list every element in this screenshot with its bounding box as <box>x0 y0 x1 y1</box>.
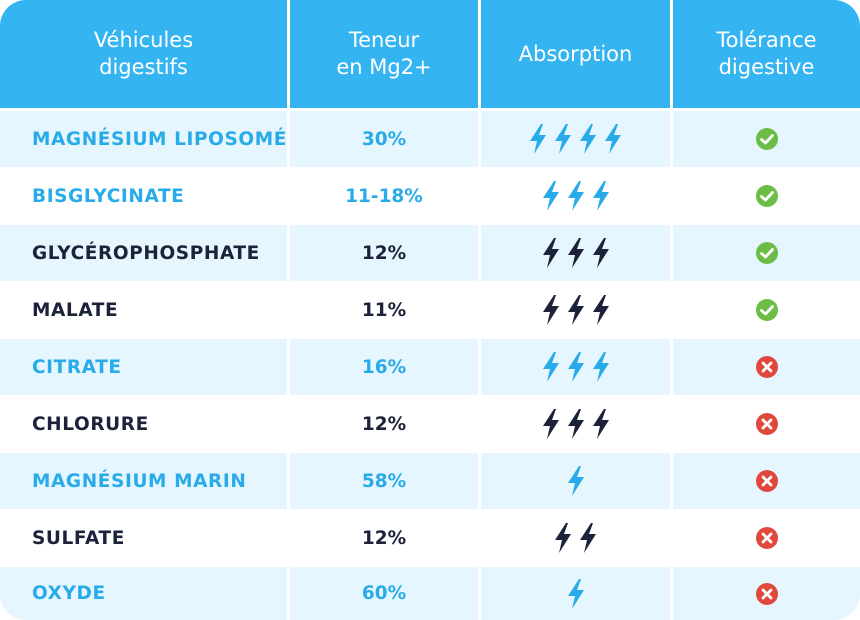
table-row: GLYCÉROPHOSPHATE 12% <box>0 225 860 281</box>
row-name: BISGLYCINATE <box>32 185 185 207</box>
row-name: MALATE <box>32 299 119 321</box>
tolerance-cell <box>670 339 860 395</box>
lightning-bolt-icon <box>592 238 609 268</box>
absorption-rating <box>478 339 670 395</box>
table-row: CHLORURE 12% <box>0 396 860 452</box>
cross-icon <box>755 582 778 605</box>
header-vehicle: Véhicules digestifs <box>93 28 194 79</box>
lightning-bolt-icon <box>530 124 546 154</box>
absorption-rating <box>478 453 670 509</box>
tolerance-cell <box>670 396 860 452</box>
absorption-rating <box>478 396 670 452</box>
check-icon <box>755 128 778 150</box>
table-row: MAGNÉSIUM LIPOSOMÉ 30% <box>0 111 860 167</box>
tolerance-cell <box>670 111 860 167</box>
lightning-bolt-icon <box>580 124 596 154</box>
lightning-bolt-icon <box>555 523 571 553</box>
cross-icon <box>755 527 778 549</box>
table-row: OXYDE 60% <box>0 567 860 620</box>
lightning-bolt-icon <box>542 295 559 325</box>
row-content: 16% <box>287 339 478 395</box>
header-absorption: Absorption <box>478 0 670 108</box>
row-content: 11% <box>287 282 478 338</box>
tolerance-cell <box>670 282 860 338</box>
table-row: MALATE 11% <box>0 282 860 338</box>
row-content: 12% <box>287 396 478 452</box>
row-name: OXYDE <box>32 583 106 604</box>
lightning-bolt-icon <box>580 523 596 553</box>
row-content: 12% <box>287 225 478 281</box>
row-name: MAGNÉSIUM MARIN <box>32 470 247 492</box>
absorption-rating <box>478 282 670 338</box>
tolerance-cell <box>670 510 860 566</box>
absorption-rating <box>478 111 670 167</box>
tolerance-cell <box>670 225 860 281</box>
cross-icon <box>755 356 778 378</box>
row-content: 58% <box>287 453 478 509</box>
tolerance-cell <box>670 453 860 509</box>
cross-icon <box>755 413 778 435</box>
row-content: 11-18% <box>287 168 478 224</box>
row-content: 60% <box>287 567 478 620</box>
table-row: BISGLYCINATE 11-18% <box>0 168 860 224</box>
header-content: Teneur en Mg2+ <box>287 0 478 108</box>
table-row: SULFATE 12% <box>0 510 860 566</box>
lightning-bolt-icon <box>555 124 571 154</box>
lightning-bolt-icon <box>567 409 584 439</box>
header-tolerance: Tolérance digestive <box>670 0 860 108</box>
check-icon <box>755 242 778 264</box>
lightning-bolt-icon <box>542 352 559 382</box>
lightning-bolt-icon <box>542 409 559 439</box>
lightning-bolt-icon <box>605 124 621 154</box>
lightning-bolt-icon <box>592 352 609 382</box>
table-header: Véhicules digestifs Teneur en Mg2+ Absor… <box>0 0 860 108</box>
lightning-bolt-icon <box>567 352 584 382</box>
row-content: 30% <box>287 111 478 167</box>
absorption-rating <box>478 168 670 224</box>
lightning-bolt-icon <box>567 295 584 325</box>
row-content: 12% <box>287 510 478 566</box>
row-name: MAGNÉSIUM LIPOSOMÉ <box>32 128 287 150</box>
lightning-bolt-icon <box>567 181 584 211</box>
tolerance-cell <box>670 168 860 224</box>
lightning-bolt-icon <box>592 295 609 325</box>
row-name: SULFATE <box>32 527 125 549</box>
row-name: CHLORURE <box>32 413 149 435</box>
absorption-rating <box>478 510 670 566</box>
check-icon <box>755 185 778 207</box>
cross-icon <box>755 470 778 492</box>
table-row: MAGNÉSIUM MARIN 58% <box>0 453 860 509</box>
lightning-bolt-icon <box>592 181 609 211</box>
table-row: CITRATE 16% <box>0 339 860 395</box>
absorption-rating <box>478 225 670 281</box>
lightning-bolt-icon <box>567 238 584 268</box>
row-name: GLYCÉROPHOSPHATE <box>32 242 260 264</box>
check-icon <box>755 299 778 321</box>
row-name: CITRATE <box>32 356 122 378</box>
lightning-bolt-icon <box>542 181 559 211</box>
lightning-bolt-icon <box>542 238 559 268</box>
lightning-bolt-icon <box>567 578 584 609</box>
tolerance-cell <box>670 567 860 620</box>
lightning-bolt-icon <box>567 466 584 496</box>
table-body: MAGNÉSIUM LIPOSOMÉ 30% BISGLYCINATE 11-1… <box>0 111 860 620</box>
absorption-rating <box>478 567 670 620</box>
lightning-bolt-icon <box>592 409 609 439</box>
